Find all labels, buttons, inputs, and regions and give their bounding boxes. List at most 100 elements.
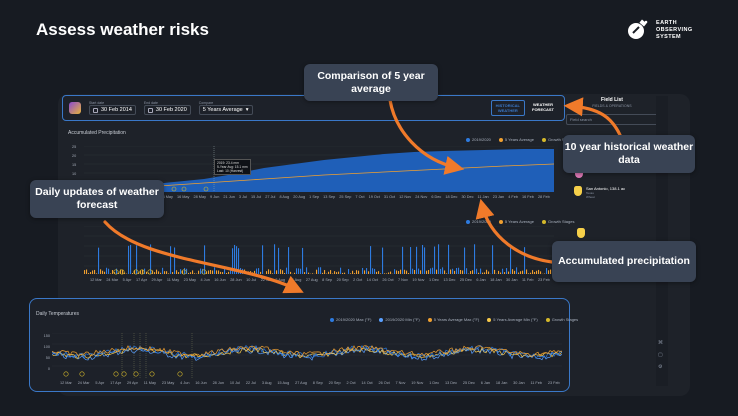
x-tick-label: 11 Jan bbox=[477, 195, 489, 199]
precip-bar bbox=[516, 267, 518, 274]
x-tick-label: 10 Jul bbox=[246, 278, 257, 282]
precip-bar bbox=[484, 272, 486, 274]
precip-bar bbox=[312, 273, 314, 274]
precip-bar bbox=[214, 267, 216, 274]
precip-bar bbox=[110, 273, 112, 274]
x-tick-label: 19 Oct bbox=[368, 195, 380, 199]
precip-bar bbox=[88, 273, 90, 274]
temp-line-avg-max bbox=[52, 345, 562, 357]
precip-bar bbox=[288, 247, 290, 274]
tab-weather-forecast[interactable]: WEATHER FORECAST bbox=[532, 102, 554, 112]
x-tick-label: 3 Aug bbox=[261, 381, 272, 385]
precip-bar bbox=[456, 267, 458, 274]
precip-bar bbox=[534, 271, 536, 274]
legend-item: 2019/2020 bbox=[466, 137, 491, 142]
compare-select[interactable]: Compare 5 Years Average ▾ bbox=[198, 101, 253, 115]
x-tick-label: 14 Oct bbox=[366, 278, 378, 282]
precip-bar bbox=[384, 273, 386, 274]
x-tick-label: 20 Sep bbox=[336, 278, 349, 282]
legend-item: 5 Years Average bbox=[498, 137, 534, 142]
precip-bar bbox=[226, 272, 228, 274]
daily-temperatures-panel bbox=[29, 298, 570, 392]
precip-bar bbox=[350, 273, 352, 274]
precip-bar bbox=[250, 271, 252, 274]
gear-icon[interactable]: ⚙ bbox=[658, 364, 663, 370]
x-tick-label: 16 Feb bbox=[522, 195, 534, 199]
field-search-input[interactable]: Field search bbox=[566, 114, 658, 125]
x-tick-label: 28 Feb bbox=[537, 195, 550, 199]
field-shape-icon[interactable] bbox=[575, 168, 583, 178]
x-tick-label: 4 Feb bbox=[508, 195, 518, 199]
app-logo-icon bbox=[69, 102, 81, 114]
precip-bar bbox=[532, 270, 534, 274]
x-tick-label: 26 Oct bbox=[382, 278, 394, 282]
legend-item: 2019/2020 Max (°F) bbox=[330, 317, 371, 322]
field-shape-icon[interactable] bbox=[577, 228, 585, 238]
x-tick-label: 14 Oct bbox=[361, 381, 373, 385]
chevron-down-icon: ▾ bbox=[245, 107, 249, 113]
x-tick-label: 5 Apr bbox=[95, 381, 105, 385]
precip-bar bbox=[330, 270, 332, 274]
precip-bar bbox=[188, 272, 190, 274]
field-list-item[interactable]: San Antonio, 138.1 ac Texas Wheat bbox=[574, 186, 625, 199]
x-tick-label: 6 Jan bbox=[476, 278, 486, 282]
precip-bar bbox=[380, 273, 382, 274]
precip-bar bbox=[212, 270, 214, 274]
callout-accumulated: Accumulated precipitation bbox=[552, 241, 696, 282]
api-icon[interactable]: ⌘ bbox=[658, 340, 663, 346]
chat-icon[interactable]: ▢ bbox=[658, 352, 663, 358]
precip-bar bbox=[430, 268, 432, 274]
precip-bar bbox=[178, 272, 180, 274]
start-date-field[interactable]: Start date 30 Feb 2014 bbox=[89, 101, 136, 115]
precip-bar bbox=[450, 269, 452, 274]
x-tick-label: 3 Jul bbox=[238, 195, 247, 199]
temperatures-y-axis: 150 100 50 0 bbox=[43, 334, 50, 371]
temperatures-x-axis: 12 Mar 24 Mar 5 Apr 17 Apr 29 Apr 11 May 23 Ma… bbox=[60, 381, 560, 385]
precip-bar bbox=[398, 270, 400, 274]
precip-bar bbox=[192, 270, 194, 274]
precip-bar bbox=[500, 272, 502, 274]
x-tick-label: 23 May bbox=[183, 278, 197, 282]
precip-bar bbox=[272, 273, 274, 274]
precip-bar bbox=[174, 247, 176, 274]
precip-bar bbox=[222, 272, 224, 274]
legend-item: 5 Years Average bbox=[498, 219, 534, 224]
x-tick-label: 12 Nov bbox=[399, 195, 412, 199]
precip-bar bbox=[98, 247, 100, 274]
precip-bar bbox=[320, 267, 322, 274]
precip-bar bbox=[408, 273, 410, 274]
precip-bar bbox=[132, 273, 134, 274]
precip-bar bbox=[352, 270, 354, 274]
precip-bar bbox=[378, 271, 380, 274]
precip-bar bbox=[260, 271, 262, 274]
x-tick-label: 27 Aug bbox=[295, 381, 307, 385]
x-tick-label: 15 Aug bbox=[277, 381, 290, 385]
x-tick-label: 30 Jan bbox=[513, 381, 525, 385]
precip-bar bbox=[518, 272, 520, 274]
x-tick-label: 28 May bbox=[193, 195, 206, 199]
precip-bar bbox=[418, 268, 420, 274]
callout-compare: Comparison of 5 year average bbox=[304, 64, 438, 101]
precip-bar bbox=[298, 268, 300, 274]
precip-bar bbox=[168, 273, 170, 274]
precip-bar bbox=[344, 272, 346, 274]
precip-bar bbox=[382, 247, 384, 274]
legend-item: Growth Stages bbox=[541, 137, 574, 142]
end-date-field[interactable]: End date 30 Feb 2020 bbox=[143, 101, 191, 115]
precip-bar bbox=[478, 272, 480, 274]
precip-bar bbox=[164, 271, 166, 274]
precip-bar bbox=[488, 271, 490, 274]
legend-item: 2019/2020 Min (°F) bbox=[379, 317, 420, 322]
calendar-icon bbox=[93, 107, 98, 113]
growth-stage-marker bbox=[133, 371, 139, 377]
brand-text: EARTH OBSERVING SYSTEM bbox=[656, 19, 693, 40]
tab-historical-weather[interactable]: HISTORICAL WEATHER bbox=[490, 100, 525, 116]
x-tick-label: 26 Oct bbox=[378, 381, 390, 385]
x-tick-label: 31 Oct bbox=[383, 195, 396, 199]
precip-bar bbox=[476, 268, 478, 274]
x-tick-label: 17 Apr bbox=[110, 381, 122, 385]
x-tick-label: 21 Jun bbox=[223, 195, 235, 199]
precip-bar bbox=[394, 269, 396, 274]
legend-item: 2019/2020 bbox=[466, 219, 491, 224]
precip-bar bbox=[158, 271, 160, 274]
